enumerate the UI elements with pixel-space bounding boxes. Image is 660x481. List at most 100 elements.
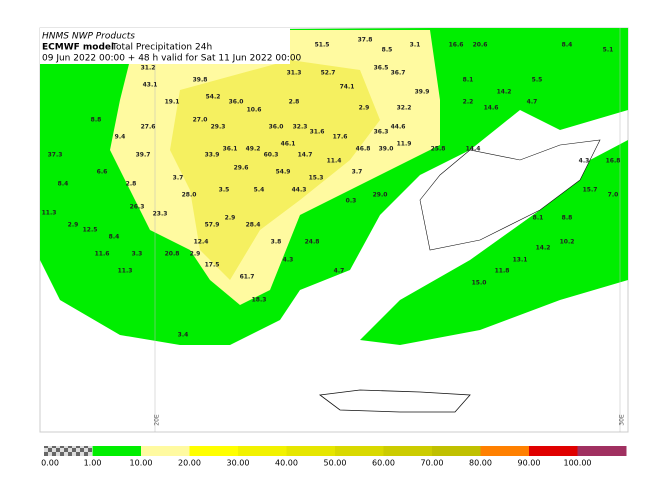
precip-value: 3.1 <box>410 42 421 49</box>
precip-value: 16.6 <box>449 42 464 49</box>
agency: HNMS NWP Products <box>42 32 135 42</box>
precip-value: 2.8 <box>126 181 137 188</box>
precip-value: 14.2 <box>536 245 551 252</box>
precip-value: 4.3 <box>579 158 590 165</box>
precip-value: 31.2 <box>141 65 156 72</box>
colorbar-segment <box>286 446 336 456</box>
precip-value: 8.1 <box>533 215 544 222</box>
precip-value: 2.9 <box>359 105 370 112</box>
colorbar-segment <box>44 446 92 456</box>
precip-value: 13.1 <box>513 257 528 264</box>
precip-value: 36.0 <box>269 124 284 131</box>
colorbar-label: 1.00 <box>84 459 102 468</box>
precip-value: 39.8 <box>193 77 208 84</box>
colorbar-label: 100.00 <box>564 459 592 468</box>
precip-value: 8.8 <box>562 215 573 222</box>
precip-value: 3.8 <box>271 239 282 246</box>
precip-value: 28.4 <box>246 222 261 229</box>
precip-value: 36.1 <box>223 146 238 153</box>
precip-value: 4.7 <box>527 99 538 106</box>
precip-value: 19.1 <box>165 99 180 106</box>
precip-value: 25.8 <box>431 146 446 153</box>
precip-value: 39.7 <box>136 152 151 159</box>
precip-value: 46.1 <box>281 141 296 148</box>
precip-value: 39.0 <box>379 146 394 153</box>
precip-value: 12.5 <box>83 227 98 234</box>
precip-value: 14.4 <box>466 146 481 153</box>
precip-value: 11.6 <box>95 251 110 258</box>
map-area: 20E 30E <box>39 27 629 433</box>
precip-value: 2.9 <box>225 215 236 222</box>
precip-value: 8.4 <box>58 181 69 188</box>
precip-value: 23.3 <box>153 211 168 218</box>
coastline <box>419 139 601 251</box>
colorbar-label: 30.00 <box>227 459 250 468</box>
precip-value: 51.5 <box>315 42 330 49</box>
precip-value: 44.3 <box>292 187 307 194</box>
precip-value: 29.6 <box>234 165 249 172</box>
precip-value: 36.7 <box>391 70 406 77</box>
precip-value: 3.5 <box>219 187 230 194</box>
precip-value: 2.9 <box>68 222 79 229</box>
precip-value: 5.4 <box>254 187 265 194</box>
colorbar-label: 20.00 <box>178 459 201 468</box>
colorbar-label: 40.00 <box>275 459 298 468</box>
precip-value: 5.5 <box>532 77 543 84</box>
precip-value: 4.3 <box>283 257 294 264</box>
precip-value: 9.4 <box>115 134 126 141</box>
precip-value: 33.9 <box>205 152 220 159</box>
model: ECMWF model <box>42 43 114 53</box>
rain-area <box>170 60 380 280</box>
precip-value: 8.5 <box>382 47 393 54</box>
precip-value: 52.7 <box>321 70 336 77</box>
precip-value: 54.2 <box>206 94 221 101</box>
precip-value: 74.1 <box>340 84 355 91</box>
precip-value: 27.6 <box>141 124 156 131</box>
colorbar-segment <box>577 446 627 456</box>
colorbar-segment <box>480 446 530 456</box>
precip-value: 29.0 <box>373 192 388 199</box>
precip-value: 3.4 <box>178 332 189 339</box>
colorbar-segment <box>238 446 287 456</box>
precip-value: 46.8 <box>356 146 371 153</box>
precip-value: 11.9 <box>397 141 412 148</box>
colorbar-segment <box>432 446 481 456</box>
colorbar-label: 50.00 <box>324 459 347 468</box>
colorbar-label: 0.00 <box>41 459 59 468</box>
colorbar-segment <box>383 446 433 456</box>
precip-value: 54.9 <box>276 169 291 176</box>
precip-value: 26.3 <box>130 204 145 211</box>
colorbar-label: 70.00 <box>421 459 444 468</box>
precip-value: 5.1 <box>603 47 614 54</box>
precip-value: 43.1 <box>143 82 158 89</box>
precip-value: 10.2 <box>560 239 575 246</box>
precip-value: 14.2 <box>497 89 512 96</box>
precip-value: 6.6 <box>97 169 108 176</box>
precip-value: 7.0 <box>608 192 619 199</box>
colorbar-segment <box>92 446 142 456</box>
precip-value: 39.9 <box>415 89 430 96</box>
valid-time: 09 Jun 2022 00:00 + 48 h valid for Sat 1… <box>42 54 302 64</box>
precip-value: 14.7 <box>298 152 313 159</box>
colorbar-segment <box>141 446 190 456</box>
precip-value: 8.4 <box>109 234 120 241</box>
precip-value: 37.3 <box>48 152 63 159</box>
precip-value: 11.3 <box>42 210 57 217</box>
precip-value: 20.6 <box>473 42 488 49</box>
precip-value: 0.3 <box>346 198 357 205</box>
precip-value: 36.0 <box>229 99 244 106</box>
precip-value: 61.7 <box>240 274 255 281</box>
precip-value: 14.6 <box>484 105 499 112</box>
precip-value: 8.1 <box>463 77 474 84</box>
precip-value: 36.5 <box>374 65 389 72</box>
header-box <box>40 28 290 64</box>
precip-value: 12.4 <box>194 239 209 246</box>
meridian-label: 30E <box>619 414 626 426</box>
precip-value: 44.6 <box>391 124 406 131</box>
precip-value: 8.4 <box>562 42 573 49</box>
precip-value: 8.8 <box>91 117 102 124</box>
colorbar-segment <box>529 446 578 456</box>
precip-value: 18.3 <box>252 297 267 304</box>
